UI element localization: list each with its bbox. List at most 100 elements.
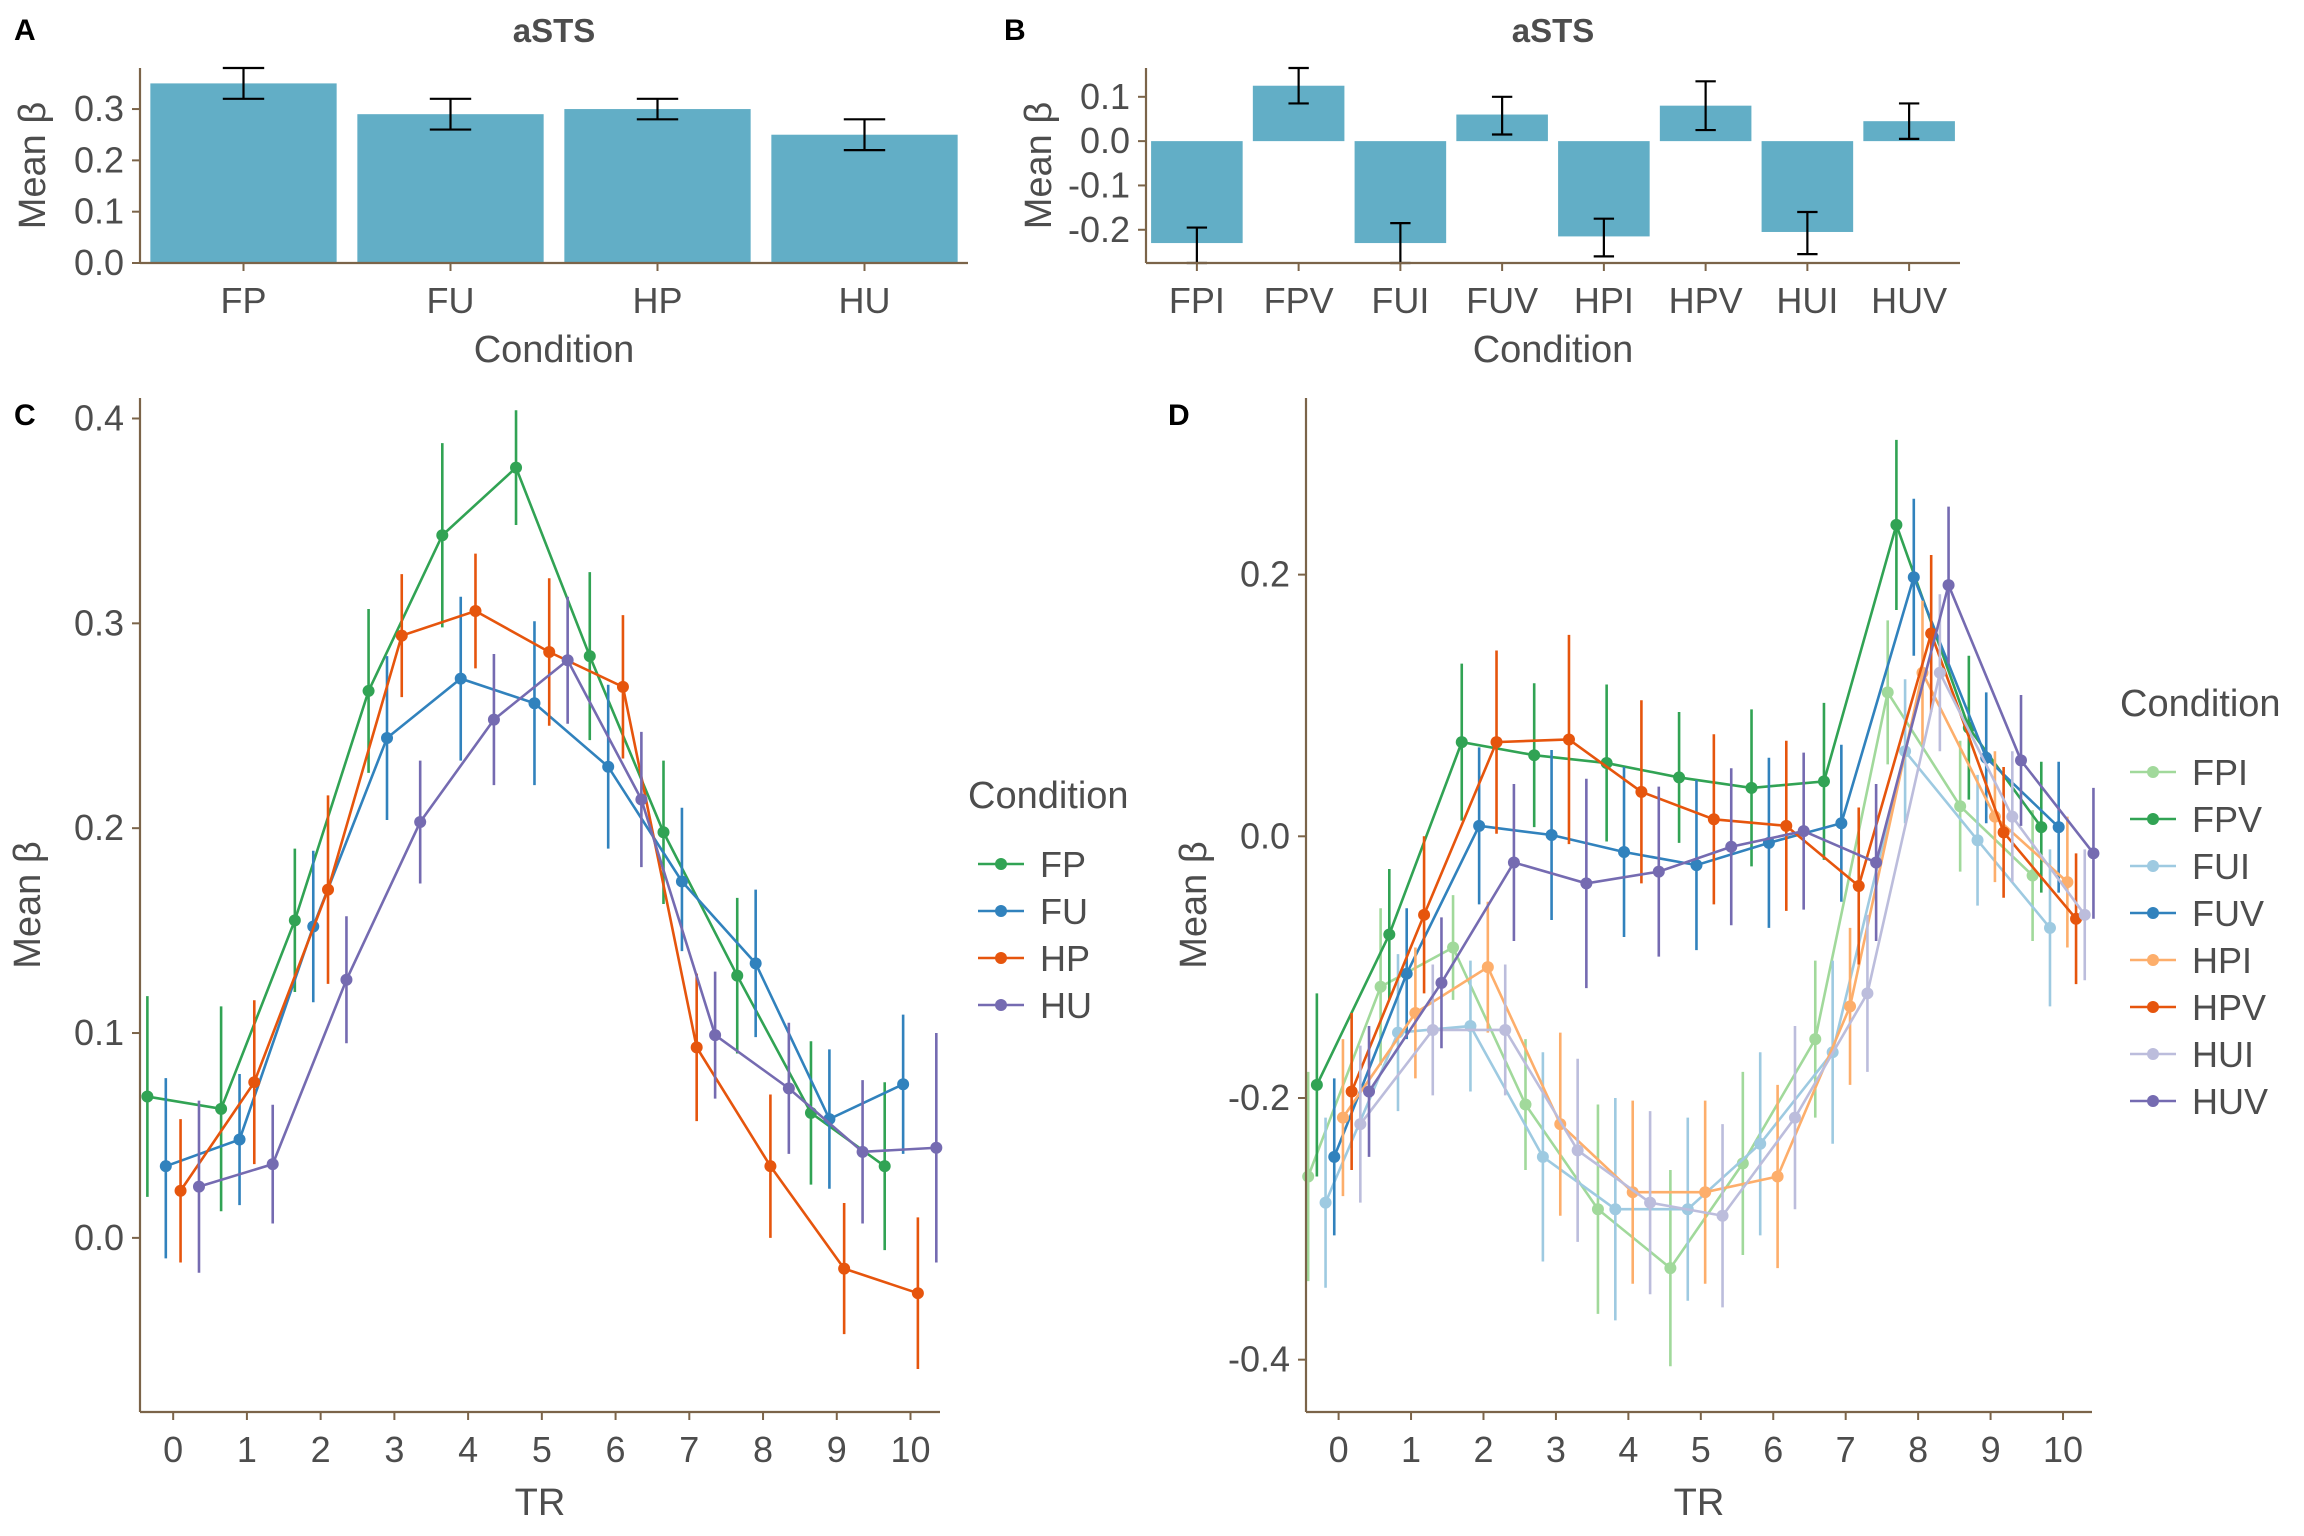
y-tick-label: 0.0 [1080, 120, 1130, 161]
x-axis-title: TR [515, 1482, 566, 1524]
point-fp-5 [510, 461, 523, 474]
point-fuv-2 [1473, 819, 1486, 832]
point-fpi-4 [1591, 1203, 1604, 1216]
x-tick-label-1: 1 [1401, 1429, 1421, 1470]
series-fu [159, 596, 910, 1259]
x-tick-label-hu: HU [839, 280, 891, 321]
point-hui-4 [1644, 1196, 1657, 1209]
point-fu-7 [675, 875, 688, 888]
y-tick-label: 0.1 [74, 191, 124, 232]
legend-title: Condition [2120, 683, 2281, 725]
y-tick-label: 0.2 [74, 807, 124, 848]
point-fp-10 [878, 1160, 891, 1173]
point-fpi-1 [1374, 980, 1387, 993]
point-fui-6 [1754, 1137, 1767, 1150]
point-huv-7 [1870, 856, 1883, 869]
legend-key-point [995, 905, 1007, 917]
point-fuv-10 [2052, 821, 2065, 834]
legend-key-point [995, 858, 1007, 870]
series-hpi [1336, 600, 2074, 1284]
point-huv-10 [2087, 847, 2100, 860]
y-axis-title: Mean β [12, 102, 54, 229]
point-hp-4 [469, 605, 482, 618]
legend-item-fui [2130, 860, 2176, 872]
legend-label-fu: FU [1040, 891, 1088, 932]
point-hu-8 [782, 1082, 795, 1095]
point-hp-1 [248, 1076, 261, 1089]
point-hu-3 [414, 816, 427, 829]
point-hpv-7 [1852, 880, 1865, 893]
point-fp-4 [436, 529, 449, 542]
point-hui-6 [1788, 1111, 1801, 1124]
point-fu-0 [159, 1160, 172, 1173]
point-hpv-1 [1418, 908, 1431, 921]
point-hu-9 [856, 1145, 869, 1158]
panel-b [1138, 66, 1960, 271]
point-fuv-4 [1618, 846, 1631, 859]
point-hpv-0 [1345, 1085, 1358, 1098]
point-hpv-3 [1562, 733, 1575, 746]
y-axis-title: Mean β [1173, 841, 1215, 968]
series-hpv [1345, 555, 2083, 1170]
point-hui-2 [1499, 1023, 1512, 1036]
y-tick-label: -0.2 [1068, 209, 1130, 250]
x-axis-title: Condition [1473, 329, 1634, 371]
point-fu-3 [381, 732, 394, 745]
point-fpv-6 [1745, 781, 1758, 794]
legend-label-hp: HP [1040, 938, 1090, 979]
point-fu-5 [528, 697, 541, 710]
legend-label-fpv: FPV [2192, 799, 2262, 840]
x-axis-title: TR [1674, 1482, 1725, 1524]
point-fp-3 [362, 684, 375, 697]
x-tick-label-4: 4 [1618, 1429, 1638, 1470]
point-hui-10 [2078, 908, 2091, 921]
point-huv-1 [1435, 976, 1448, 989]
point-fuv-7 [1835, 817, 1848, 830]
panel-a-letter: A [14, 14, 36, 47]
point-hui-5 [1716, 1209, 1729, 1222]
legend-label-hpi: HPI [2192, 940, 2252, 981]
point-hpi-2 [1481, 961, 1494, 974]
legend-key-point [2147, 907, 2159, 919]
y-tick-label: -0.4 [1228, 1339, 1290, 1380]
point-fui-9 [1971, 834, 1984, 847]
point-hp-10 [911, 1287, 924, 1300]
series-fpv [1310, 439, 2048, 1177]
point-fpi-0 [1302, 1170, 1315, 1183]
x-tick-label-hpv: HPV [1669, 280, 1743, 321]
y-axis-title: Mean β [7, 841, 49, 968]
point-hui-9 [2006, 810, 2019, 823]
legend-item-huv [2130, 1095, 2176, 1107]
point-fuv-8 [1907, 571, 1920, 584]
series-hp [174, 553, 924, 1369]
x-tick-label-fp: FP [220, 280, 266, 321]
legend-item-hpv [2130, 1001, 2176, 1013]
point-fpv-2 [1455, 736, 1468, 749]
series-fp [141, 410, 891, 1251]
legend-key-point [2147, 860, 2159, 872]
legend-label-fp: FP [1040, 844, 1086, 885]
bar-fpi [1151, 141, 1243, 244]
legend-item-fp [978, 858, 1024, 870]
bar-hu [771, 134, 958, 263]
point-fp-6 [583, 650, 596, 663]
panel-c [132, 398, 1024, 1420]
panel-b-title: aSTS [1512, 12, 1595, 49]
point-fu-4 [454, 672, 467, 685]
y-tick-label: 0.2 [1240, 554, 1290, 595]
point-huv-6 [1797, 825, 1810, 838]
panel-a [132, 66, 968, 271]
legend-title: Condition [968, 775, 1129, 817]
legend-key-point [2147, 766, 2159, 778]
point-hpv-4 [1635, 785, 1648, 798]
legend-key-point [995, 952, 1007, 964]
point-fu-8 [749, 957, 762, 970]
point-huv-9 [2015, 754, 2028, 767]
point-fui-4 [1609, 1203, 1622, 1216]
y-tick-label: 0.3 [74, 88, 124, 129]
point-fpi-9 [1954, 800, 1967, 813]
legend-item-fu [978, 905, 1024, 917]
point-fu-6 [602, 760, 615, 773]
point-hp-9 [838, 1262, 851, 1275]
point-hp-2 [322, 883, 335, 896]
